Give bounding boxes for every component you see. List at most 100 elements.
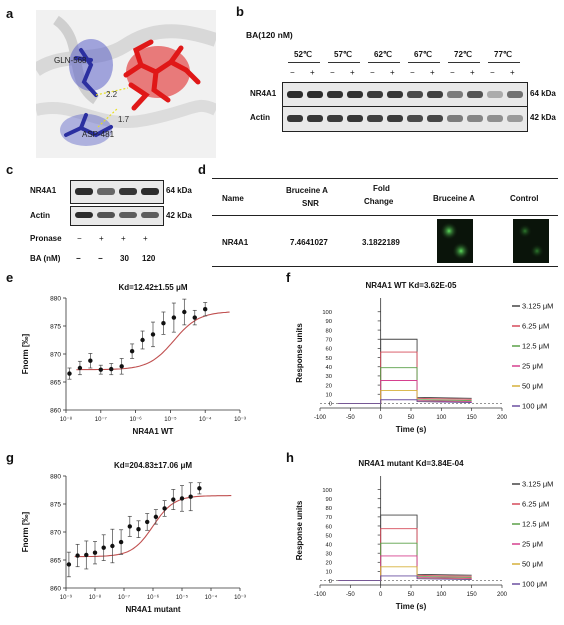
- blot-b-band-actin: [367, 115, 383, 122]
- data-point: [171, 315, 177, 320]
- x-tick-label: 150: [467, 415, 478, 421]
- x-tick-label: -100: [314, 592, 327, 598]
- chart-f-spr-wt: NR4A1 WT Kd=3.62E-05 0 10 20 30 40 50 60 70 80 90 1…: [295, 281, 553, 434]
- table-cell-name: NR4A1: [222, 238, 249, 247]
- legend-label: 6.25 μM: [522, 500, 549, 509]
- blot-b-band-nr4a1: [287, 91, 303, 98]
- blot-c-band-actin: [75, 212, 93, 218]
- blot-b-band-nr4a1: [367, 91, 383, 98]
- data-point: [188, 494, 193, 499]
- array-image-bruceine: [437, 219, 473, 263]
- y-tick-label: 880: [50, 296, 61, 303]
- x-axis-label: NR4A1 WT: [133, 427, 174, 436]
- legend-label: 12.5 μM: [522, 520, 549, 529]
- y-tick-label: 40: [326, 365, 332, 371]
- x-tick-label: 0: [379, 415, 383, 421]
- blot-b-band-actin: [507, 115, 523, 122]
- blot-b-sign: −: [330, 68, 335, 77]
- blot-b-temp-label: 67℃: [414, 50, 432, 59]
- blot-c-band-actin: [119, 212, 137, 218]
- blot-c-nr4a1: [70, 180, 164, 204]
- table-bottom-rule: [212, 266, 558, 267]
- y-axis-label: Fnorm [‰]: [21, 511, 30, 552]
- distance-label-1: 2.2: [106, 90, 118, 99]
- table-header-snr-2: SNR: [302, 199, 319, 208]
- sensorgram-line: [338, 575, 472, 581]
- y-tick-label: 30: [326, 552, 332, 558]
- blot-c-pronase-value: +: [143, 234, 148, 243]
- y-tick-label: 100: [322, 488, 332, 494]
- blot-b-band-actin: [427, 115, 443, 122]
- blot-b-sign: −: [290, 68, 295, 77]
- blot-c-ba-value: 30: [120, 254, 129, 263]
- chart-h-spr-mutant: NR4A1 mutant Kd=3.84E-04 0 10 20 30 40 50 60 70 8…: [295, 459, 553, 611]
- x-tick-label: 10⁻³: [234, 595, 246, 601]
- blot-b-temp-rule: [488, 62, 520, 63]
- y-tick-label: 90: [326, 319, 332, 325]
- data-point: [92, 550, 98, 555]
- blot-b-band-nr4a1: [347, 91, 363, 98]
- blot-b-temp-rule: [368, 62, 400, 63]
- y-tick-label: 865: [50, 380, 61, 387]
- blot-c-ba-value: −: [76, 254, 81, 263]
- y-tick-label: 90: [326, 497, 332, 503]
- blot-c-band-nr4a1: [119, 188, 137, 195]
- data-point: [77, 365, 83, 371]
- sensorgram-line: [338, 514, 472, 581]
- y-tick-label: 865: [50, 558, 61, 565]
- blot-b-temp-label: 57℃: [334, 50, 352, 59]
- blot-b-size-64: 64 kDa: [530, 89, 556, 98]
- blot-b-sign: +: [310, 68, 315, 77]
- blot-b-band-actin: [447, 115, 463, 122]
- y-axis-label: Response units: [295, 500, 304, 560]
- x-tick-label: 10⁻⁵: [164, 416, 177, 423]
- legend-label: 50 μM: [522, 560, 543, 569]
- blot-b-band-actin: [327, 115, 343, 122]
- data-point: [182, 309, 187, 315]
- blot-b-band-nr4a1: [307, 91, 323, 98]
- y-tick-label: 80: [326, 506, 332, 512]
- x-tick-label: 100: [436, 415, 447, 421]
- x-tick-label: 10⁻⁸: [89, 594, 102, 601]
- blot-b-sign: +: [470, 68, 475, 77]
- x-tick-label: 10⁻⁶: [129, 416, 142, 423]
- data-point: [101, 545, 106, 550]
- blot-c-pronase-label: Pronase: [30, 234, 62, 243]
- chart-title: Kd=204.83±17.06 μM: [114, 461, 192, 470]
- table-header-fold-2: Change: [364, 197, 394, 206]
- blot-b-band-nr4a1: [467, 91, 483, 98]
- blot-c-band-nr4a1: [141, 188, 159, 195]
- sensorgram-line: [338, 338, 472, 404]
- blot-b-band-actin: [347, 115, 363, 122]
- panel-letter-h: h: [286, 450, 294, 465]
- blot-c-pronase-value: +: [121, 234, 126, 243]
- y-tick-label: 0: [329, 402, 332, 408]
- chart-g-mst-mutant: Kd=204.83±17.06 μM 860 865 870 875 880 10⁻⁹ 10⁻…: [21, 461, 246, 614]
- blot-b-sign: +: [510, 68, 515, 77]
- blot-c-ba-label: BA (nM): [30, 254, 61, 263]
- x-tick-label: 200: [497, 415, 508, 421]
- blot-c-actin: [70, 206, 164, 226]
- y-tick-label: 10: [326, 393, 332, 399]
- blot-b-sign: +: [390, 68, 395, 77]
- blot-b-band-actin: [307, 115, 323, 122]
- panel-letter-e: e: [6, 270, 14, 285]
- blot-c-band-nr4a1: [97, 188, 115, 195]
- y-axis-label: Response units: [295, 323, 304, 383]
- y-tick-label: 860: [50, 408, 61, 415]
- y-tick-label: 20: [326, 383, 332, 389]
- y-tick-label: 60: [326, 524, 332, 530]
- blot-c-row-nr4a1: NR4A1: [30, 186, 57, 195]
- x-tick-label: 10⁻⁹: [60, 594, 73, 601]
- blot-b-band-nr4a1: [427, 91, 443, 98]
- data-point: [203, 307, 208, 312]
- legend-label: 12.5 μM: [522, 342, 549, 351]
- blot-b-temp-label: 62℃: [374, 50, 392, 59]
- distance-label-2: 1.7: [118, 115, 130, 124]
- blot-b-band-nr4a1: [387, 91, 403, 98]
- x-axis-label: Time (s): [396, 602, 427, 611]
- y-tick-label: 60: [326, 347, 332, 353]
- chart-title: NR4A1 WT Kd=3.62E-05: [366, 281, 457, 290]
- x-tick-label: 10⁻⁷: [95, 416, 107, 423]
- x-tick-label: -50: [346, 415, 355, 421]
